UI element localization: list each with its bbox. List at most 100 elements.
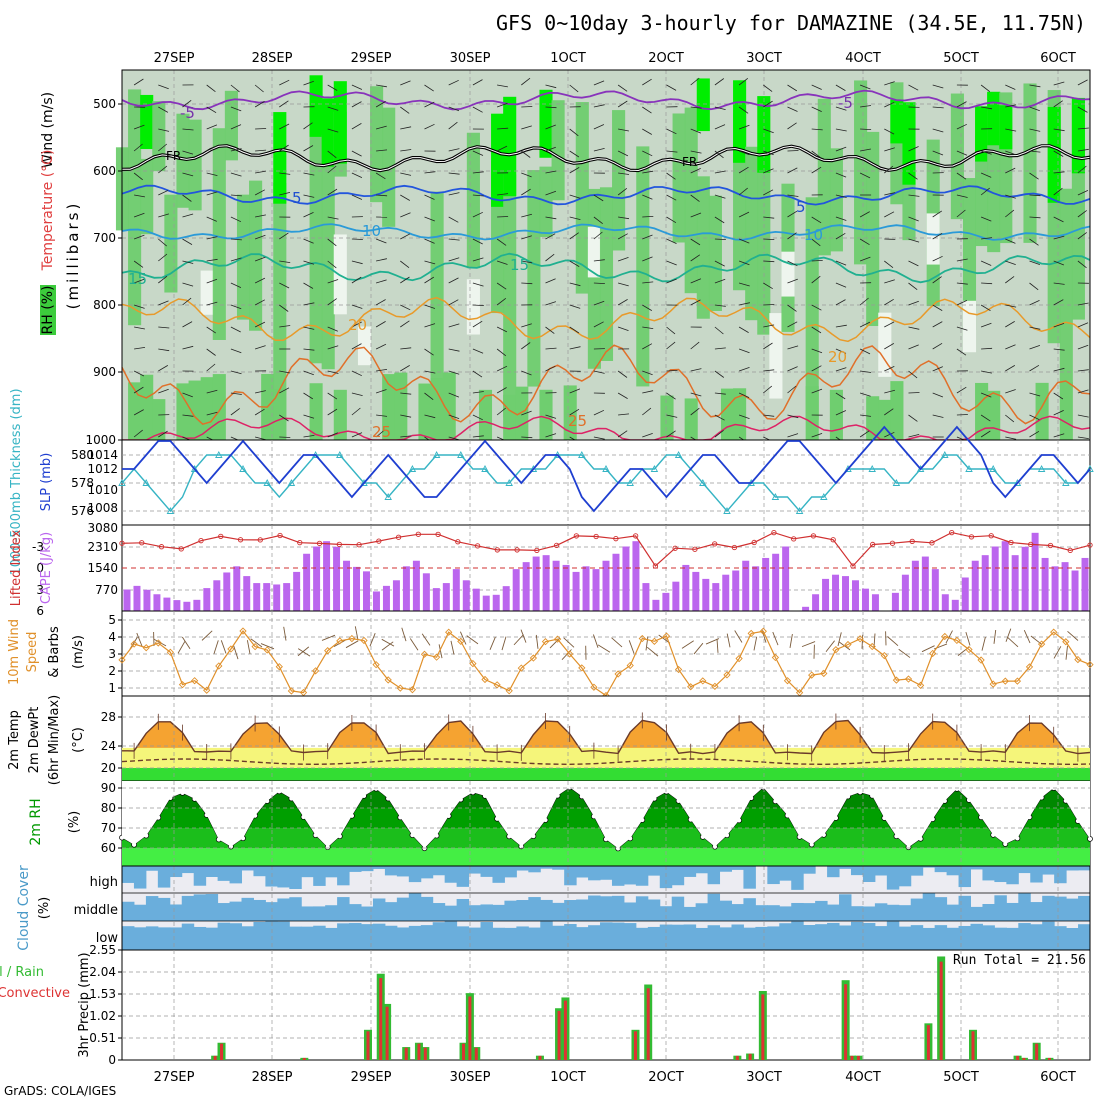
axis-tick-label: 28 bbox=[101, 710, 116, 724]
isotherm-label-5b: 5 bbox=[796, 198, 806, 216]
svg-text:576: 576 bbox=[71, 504, 94, 518]
axis-tick-label: 24 bbox=[101, 739, 116, 753]
rh-legend-swatch bbox=[40, 285, 56, 335]
wind10m-ylabel2: Speed bbox=[25, 632, 40, 673]
upper-grid bbox=[122, 70, 1090, 440]
svg-text:3080: 3080 bbox=[87, 521, 118, 535]
isotherm-label-m5b: -5 bbox=[838, 94, 853, 112]
date-label-top: 1OCT bbox=[550, 51, 586, 66]
rh2m-unit: (%) bbox=[67, 811, 82, 834]
isotherm-label-20: 20 bbox=[348, 316, 367, 334]
isotherm-label-25b: 25 bbox=[568, 412, 587, 430]
wind10m-ylabel1: 10m Wind bbox=[7, 619, 22, 685]
date-label-bottom: 6OCT bbox=[1040, 1070, 1076, 1085]
axis-tick-label: 4 bbox=[108, 630, 116, 644]
isotherm-label-10b: 10 bbox=[804, 226, 823, 244]
axis-tick-label: 600 bbox=[93, 164, 116, 178]
axis-tick-label: 60 bbox=[101, 841, 116, 855]
precip-bars bbox=[211, 956, 1054, 1060]
axis-tick-label: 1.53 bbox=[89, 987, 116, 1001]
isotherm-label-m5: -5 bbox=[180, 104, 195, 122]
svg-text:6: 6 bbox=[36, 604, 44, 618]
cape-ylabel: CAPE (J/kg) bbox=[39, 532, 54, 604]
date-label-bottom: 29SEP bbox=[351, 1070, 392, 1085]
upper-wind-barbs bbox=[133, 77, 1089, 444]
date-label-bottom: 2OCT bbox=[648, 1070, 684, 1085]
li-ylabel: Lifted Index bbox=[9, 529, 24, 606]
svg-text:0: 0 bbox=[36, 561, 44, 575]
isotherm-label-fr: FR bbox=[166, 149, 181, 163]
temp2m-ylabel2: 2m DewPt bbox=[27, 707, 42, 774]
svg-text:1012: 1012 bbox=[87, 462, 118, 476]
axis-tick-label: 2 bbox=[108, 664, 116, 678]
isotherm-label-10: 10 bbox=[362, 222, 381, 240]
isotherm-label-25: 25 bbox=[372, 423, 391, 441]
axis-tick-label: 3 bbox=[108, 647, 116, 661]
svg-text:3: 3 bbox=[36, 583, 44, 597]
isotherm-label-15b: 15 bbox=[510, 256, 529, 274]
date-label-bottom: 5OCT bbox=[943, 1070, 979, 1085]
isotherms bbox=[121, 89, 1091, 441]
date-label-top: 30SEP bbox=[450, 51, 491, 66]
date-label-top: 27SEP bbox=[154, 51, 195, 66]
svg-text:1010: 1010 bbox=[87, 483, 118, 497]
axis-tick-label: 500 bbox=[93, 97, 116, 111]
slp-ylabel: SLP (mb) bbox=[39, 453, 54, 512]
cloud-ylabel: Cloud Cover bbox=[16, 865, 32, 951]
axis-tick-label: 2.04 bbox=[89, 965, 116, 979]
precip-run-total: Run Total = 21.56 bbox=[953, 953, 1086, 968]
isotherm-label-fr2: FR bbox=[682, 155, 697, 169]
wind10m-ylabel3: & Barbs bbox=[47, 626, 62, 678]
upper-ylabel-temp: Temperature (°C) bbox=[40, 150, 56, 272]
axis-tick-label: 900 bbox=[93, 365, 116, 379]
svg-text:580: 580 bbox=[71, 448, 94, 462]
isotherm-label-15: 15 bbox=[128, 270, 147, 288]
date-label-top: 6OCT bbox=[1040, 51, 1076, 66]
pressure-axis: 500 600 700 800 900 1000 bbox=[85, 97, 122, 447]
chart-title: GFS 0~10day 3-hourly for DAMAZINE (34.5E… bbox=[496, 11, 1086, 35]
lifted-index-series bbox=[121, 531, 1091, 567]
date-label-top: 29SEP bbox=[351, 51, 392, 66]
isotherm-label-5: 5 bbox=[292, 189, 302, 207]
cape-bars bbox=[123, 532, 1089, 611]
slp-series bbox=[122, 425, 1091, 513]
axis-tick-label: 1000 bbox=[85, 433, 116, 447]
svg-text:-3: -3 bbox=[32, 540, 44, 554]
thickness-ylabel: 1000-500mb Thickness (dm) bbox=[9, 388, 24, 575]
precip-ylabel: 3hr Precip (mm) bbox=[77, 952, 92, 1057]
axis-tick-label: 2.55 bbox=[89, 943, 116, 957]
cloud-level-low: low bbox=[96, 931, 119, 946]
date-label-top: 5OCT bbox=[943, 51, 979, 66]
svg-text:1014: 1014 bbox=[87, 448, 118, 462]
date-label-top: 2OCT bbox=[648, 51, 684, 66]
cloud-level-high: high bbox=[90, 875, 118, 890]
date-label-bottom: 28SEP bbox=[252, 1070, 293, 1085]
date-label-bottom: 3OCT bbox=[746, 1070, 782, 1085]
cloud-panel: high middle low Cloud Cover (%) bbox=[16, 865, 1091, 951]
date-label-bottom: 4OCT bbox=[845, 1070, 881, 1085]
cloud-level-middle: middle bbox=[74, 903, 118, 918]
cloud-unit: (%) bbox=[37, 897, 52, 920]
temp2m-ylabel1: 2m Temp bbox=[7, 710, 22, 770]
footer-credit: GrADS: COLA/IGES bbox=[4, 1084, 116, 1098]
axis-tick-label: 700 bbox=[93, 231, 116, 245]
bottom-date-axis: 27SEP 28SEP 29SEP 30SEP 1OCT 2OCT 3OCT 4OCT 5OCT… bbox=[154, 1070, 1076, 1085]
precip-label-conv: Convective bbox=[0, 986, 70, 1001]
temp2m-unit: (°C) bbox=[71, 727, 86, 753]
svg-text:578: 578 bbox=[71, 476, 94, 490]
axis-tick-label: 800 bbox=[93, 298, 116, 312]
rh2m-ylabel: 2m RH bbox=[28, 798, 44, 845]
thickness-markers bbox=[118, 451, 1094, 514]
date-label-bottom: 1OCT bbox=[550, 1070, 586, 1085]
date-label-bottom: 27SEP bbox=[154, 1070, 195, 1085]
wind10m-panel: 5 4 3 2 1 10m Wind Speed & Barbs (m/s) bbox=[7, 610, 1094, 700]
cape-li-panel: -3 0 3 6 3080 2310 1540 770 Lifted Index CAPE (… bbox=[9, 521, 1093, 618]
axis-tick-label: 20 bbox=[101, 761, 116, 775]
precip-panel: 2.552.041.531.020.510 Run Total = 21.56 … bbox=[0, 943, 1091, 1067]
upper-ylabel-mb: (millibars) bbox=[64, 201, 82, 310]
thickness-series bbox=[121, 454, 1091, 513]
svg-text:1540: 1540 bbox=[87, 561, 118, 575]
axis-tick-label: 90 bbox=[101, 781, 116, 795]
